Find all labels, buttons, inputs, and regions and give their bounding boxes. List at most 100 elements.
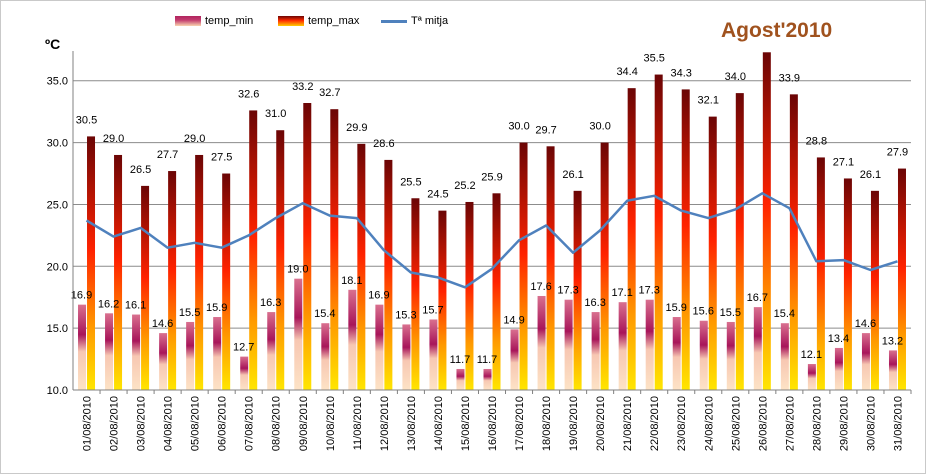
bar-temp-max (843, 178, 852, 390)
x-tick-label: 22/08/2010 (649, 396, 661, 451)
bar-temp-max (627, 88, 636, 390)
data-label-temp-min: 16.3 (260, 297, 281, 309)
data-label-temp-max: 32.6 (238, 88, 259, 100)
bar-temp-min (510, 329, 519, 390)
bar-temp-max (357, 143, 366, 390)
legend-label-temp-max: temp_max (308, 15, 360, 27)
bar-temp-max (573, 190, 582, 390)
bar-temp-max (168, 171, 177, 390)
bar-temp-min (780, 323, 789, 390)
data-label-temp-max: 29.0 (103, 133, 124, 145)
data-label-temp-max: 25.5 (400, 176, 421, 188)
data-label-temp-max: 25.9 (481, 171, 502, 183)
x-tick-label: 31/08/2010 (892, 396, 904, 451)
x-tick-label: 19/08/2010 (568, 396, 580, 451)
y-tick-label: 20.0 (47, 261, 68, 273)
bar-temp-min (456, 368, 465, 390)
data-label-temp-max: 34.4 (616, 66, 637, 78)
bar-temp-max (276, 130, 285, 390)
x-tick-label: 14/08/2010 (433, 396, 445, 451)
y-tick-label: 10.0 (47, 385, 68, 397)
x-tick-label: 04/08/2010 (163, 396, 175, 451)
data-label-temp-min: 15.6 (693, 306, 714, 318)
data-label-temp-min: 16.1 (125, 300, 146, 312)
bar-temp-min (888, 350, 897, 390)
x-tick-label: 08/08/2010 (271, 396, 283, 451)
x-tick-label: 12/08/2010 (379, 396, 391, 451)
bar-temp-min (618, 302, 627, 390)
data-label-temp-max: 29.9 (346, 122, 367, 134)
data-label-temp-min: 15.9 (666, 302, 687, 314)
data-label-temp-max: 26.1 (562, 169, 583, 181)
legend-label-temp-min: temp_min (205, 15, 254, 27)
bar-temp-max (195, 154, 204, 390)
bar-temp-max (438, 210, 447, 390)
bar-temp-max (519, 142, 528, 390)
x-tick-label: 25/08/2010 (730, 396, 742, 451)
legend-item-temp-min: temp_min (175, 15, 253, 27)
x-tick-label: 03/08/2010 (136, 396, 148, 451)
bar-temp-min (132, 314, 141, 390)
bar-temp-min (186, 321, 195, 390)
data-label-temp-max: 27.7 (157, 149, 178, 161)
chart-title: Agost'2010 (721, 19, 833, 42)
bar-temp-min (159, 333, 168, 390)
data-label-temp-max: 27.9 (887, 147, 908, 159)
bar-temp-min (672, 317, 681, 390)
data-label-temp-min: 18.1 (341, 275, 362, 287)
data-label-temp-max: 30.0 (589, 121, 610, 133)
bar-temp-min (375, 304, 384, 390)
x-tick-label: 30/08/2010 (865, 396, 877, 451)
x-tick-label: 23/08/2010 (676, 396, 688, 451)
data-label-temp-min: 15.7 (422, 304, 443, 316)
data-label-temp-min: 16.9 (71, 290, 92, 302)
data-label-temp-min: 13.2 (882, 335, 903, 347)
x-tick-label: 17/08/2010 (514, 396, 526, 451)
data-label-temp-max: 29.0 (184, 133, 205, 145)
bar-temp-max (681, 89, 690, 391)
data-label-temp-min: 16.7 (747, 292, 768, 304)
bar-temp-min (834, 347, 843, 390)
y-tick-label: 35.0 (47, 76, 68, 88)
data-label-temp-max: 26.1 (860, 169, 881, 181)
x-tick-label: 13/08/2010 (406, 396, 418, 451)
legend-item-avg: Tª mitja (381, 15, 448, 27)
x-tick-label: 09/08/2010 (298, 396, 310, 451)
bar-temp-min (267, 312, 276, 390)
x-tick-label: 27/08/2010 (784, 396, 796, 451)
data-label-temp-min: 19.0 (287, 264, 308, 276)
data-label-temp-min: 17.3 (638, 285, 659, 297)
bar-temp-min (753, 307, 762, 390)
x-tick-label: 24/08/2010 (703, 396, 715, 451)
data-label-temp-min: 15.5 (179, 307, 200, 319)
bar-temp-max (762, 52, 771, 391)
bar-temp-max (789, 94, 798, 390)
bar-temp-max (114, 154, 123, 390)
data-label-temp-max: 35.5 (643, 53, 664, 65)
data-label-temp-min: 14.9 (503, 314, 524, 326)
bar-temp-max (816, 157, 825, 390)
x-tick-label: 16/08/2010 (487, 396, 499, 451)
bar-temp-max (897, 168, 906, 390)
bar-temp-max (411, 198, 420, 390)
x-tick-label: 28/08/2010 (811, 396, 823, 451)
data-label-temp-max: 32.1 (698, 95, 719, 107)
x-tick-label: 10/08/2010 (325, 396, 337, 451)
bar-temp-max (330, 109, 339, 390)
data-label-temp-min: 16.2 (98, 298, 119, 310)
bar-temp-max (87, 136, 96, 390)
x-tick-label: 21/08/2010 (622, 396, 634, 451)
data-label-temp-max: 24.5 (427, 189, 448, 201)
bar-temp-min (591, 312, 600, 390)
data-label-temp-min: 16.3 (584, 297, 605, 309)
bar-temp-min (402, 324, 411, 390)
data-label-temp-max: 30.5 (76, 114, 97, 126)
bar-temp-max (465, 201, 474, 390)
x-tick-label: 01/08/2010 (82, 396, 94, 451)
data-label-temp-max: 34.0 (725, 71, 746, 83)
bar-temp-min (429, 319, 438, 390)
data-label-temp-min: 15.3 (395, 309, 416, 321)
bar-temp-min (213, 317, 222, 390)
data-label-temp-min: 17.3 (557, 285, 578, 297)
